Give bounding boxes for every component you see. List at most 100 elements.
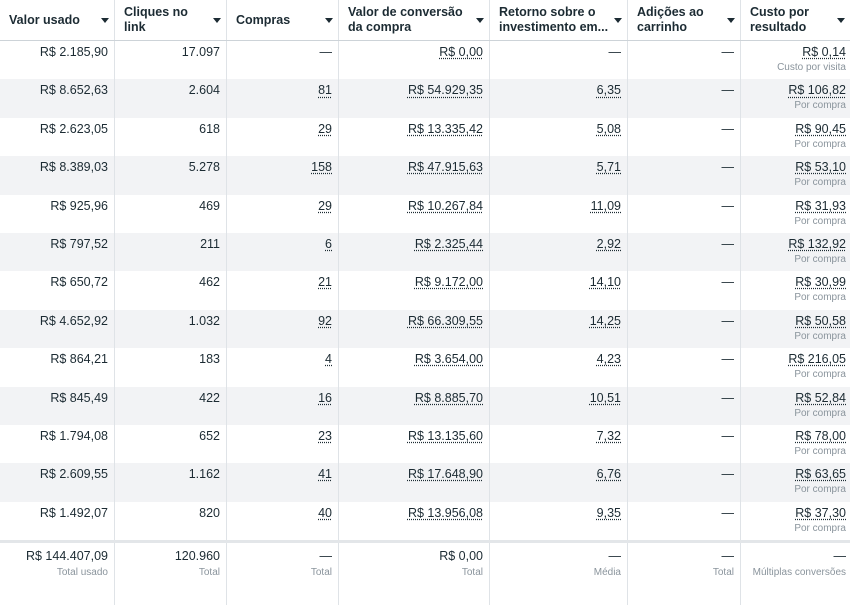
purchases-value[interactable]: 81 bbox=[318, 83, 332, 98]
sort-dropdown-icon[interactable] bbox=[213, 17, 221, 23]
column-header-label: Retorno sobre o investimento em... bbox=[499, 5, 609, 34]
conv-value-value[interactable]: R$ 13.335,42 bbox=[407, 121, 483, 136]
spent-cell: R$ 4.652,92 bbox=[0, 309, 115, 349]
spent-value: R$ 925,96 bbox=[50, 198, 108, 213]
conv-value-value[interactable]: R$ 13.135,60 bbox=[407, 428, 483, 443]
column-header-adicoes-carrinho[interactable]: Adições ao carrinho bbox=[628, 0, 741, 40]
conv-value-value[interactable]: R$ 2.325,44 bbox=[414, 236, 483, 251]
clicks-cell: 183 bbox=[115, 348, 227, 387]
roas-value[interactable]: 6,35 bbox=[596, 83, 621, 98]
total-cart-value: — bbox=[721, 549, 735, 564]
total-cpr-cell: — Múltiplas conversões bbox=[741, 543, 850, 605]
purchases-value[interactable]: 29 bbox=[318, 121, 332, 136]
column-header-custo-por-resultado[interactable]: Custo por resultado bbox=[741, 0, 850, 40]
roas-value[interactable]: 9,35 bbox=[596, 505, 621, 520]
cpr-value[interactable]: R$ 37,30 bbox=[795, 505, 846, 520]
cpr-cell: R$ 37,30 Por compra bbox=[741, 502, 850, 540]
clicks-value: 462 bbox=[199, 275, 220, 290]
roas-value[interactable]: 5,71 bbox=[596, 160, 621, 175]
cpr-value[interactable]: R$ 50,58 bbox=[795, 313, 846, 328]
purchases-value[interactable]: 40 bbox=[318, 505, 332, 520]
purchases-value[interactable]: 29 bbox=[318, 198, 332, 213]
cart-value: — bbox=[721, 428, 735, 443]
purchases-value[interactable]: 92 bbox=[318, 313, 332, 328]
spent-cell: R$ 8.652,63 bbox=[0, 79, 115, 118]
column-header-valor-conversao[interactable]: Valor de conversão da compra bbox=[339, 0, 490, 40]
column-header-compras[interactable]: Compras bbox=[227, 0, 339, 40]
roas-value[interactable]: 4,23 bbox=[596, 352, 621, 367]
purchases-value[interactable]: 16 bbox=[318, 390, 332, 405]
purchases-value[interactable]: 23 bbox=[318, 428, 332, 443]
conv-value-value[interactable]: R$ 13.956,08 bbox=[407, 505, 483, 520]
conv-value-value[interactable]: R$ 17.648,90 bbox=[407, 467, 483, 482]
clicks-value: 2.604 bbox=[188, 83, 220, 98]
roas-value[interactable]: 7,32 bbox=[596, 428, 621, 443]
sort-dropdown-icon[interactable] bbox=[837, 17, 845, 23]
sort-dropdown-icon[interactable] bbox=[325, 17, 333, 23]
cpr-value[interactable]: R$ 53,10 bbox=[795, 160, 846, 175]
conv-value-value[interactable]: R$ 8.885,70 bbox=[414, 390, 483, 405]
cart-value: — bbox=[721, 505, 735, 520]
cart-value: — bbox=[721, 467, 735, 482]
cpr-value[interactable]: R$ 106,82 bbox=[788, 83, 846, 98]
cart-value: — bbox=[721, 236, 735, 251]
sort-dropdown-icon[interactable] bbox=[727, 17, 735, 23]
cpr-caption: Custo por visita bbox=[777, 62, 846, 73]
roas-value[interactable]: 14,25 bbox=[589, 313, 621, 328]
roas-value[interactable]: 11,09 bbox=[590, 198, 621, 213]
roas-value[interactable]: 2,92 bbox=[596, 236, 621, 251]
clicks-cell: 469 bbox=[115, 194, 227, 233]
table-body: R$ 2.185,90 17.097 — R$ 0,00 — — R$ 0,14 Custo … bbox=[0, 41, 850, 541]
roas-value[interactable]: 14,10 bbox=[589, 275, 621, 290]
table-row: R$ 845,49 422 16 R$ 8.885,70 10,51 — R$ 52,84 P… bbox=[0, 386, 850, 425]
table-row: R$ 2.185,90 17.097 — R$ 0,00 — — R$ 0,14 Custo … bbox=[0, 41, 850, 80]
purchases-cell: 158 bbox=[227, 156, 339, 195]
column-header-cliques-no-link[interactable]: Cliques no link bbox=[115, 0, 227, 40]
column-header-valor-usado[interactable]: Valor usado bbox=[0, 0, 115, 40]
conv-value-value[interactable]: R$ 3.654,00 bbox=[414, 352, 483, 367]
total-purchases-cell: — Total bbox=[227, 543, 339, 605]
purchases-value[interactable]: 6 bbox=[325, 236, 332, 251]
conv-value-value[interactable]: R$ 47.915,63 bbox=[407, 160, 483, 175]
purchases-value[interactable]: 41 bbox=[318, 467, 332, 482]
table-row: R$ 650,72 462 21 R$ 9.172,00 14,10 — R$ 30,99 P… bbox=[0, 271, 850, 310]
cpr-value[interactable]: R$ 63,65 bbox=[795, 467, 846, 482]
cpr-value[interactable]: R$ 78,00 bbox=[795, 428, 846, 443]
cpr-cell: R$ 78,00 Por compra bbox=[741, 425, 850, 463]
purchases-value[interactable]: 4 bbox=[325, 352, 332, 367]
conv-value-value[interactable]: R$ 0,00 bbox=[439, 45, 483, 59]
cpr-value[interactable]: R$ 0,14 bbox=[802, 45, 846, 59]
spent-value: R$ 845,49 bbox=[50, 390, 108, 405]
sort-dropdown-icon[interactable] bbox=[476, 17, 484, 23]
roas-cell: 11,09 bbox=[490, 194, 628, 233]
cpr-value[interactable]: R$ 216,05 bbox=[788, 352, 846, 367]
roas-value[interactable]: 10,51 bbox=[589, 390, 621, 405]
purchases-value[interactable]: 158 bbox=[311, 160, 332, 175]
cart-value: — bbox=[721, 160, 735, 175]
roas-value[interactable]: 5,08 bbox=[596, 121, 621, 136]
conv-value-cell: R$ 13.335,42 bbox=[339, 117, 490, 157]
clicks-value: 422 bbox=[199, 390, 220, 405]
cpr-value[interactable]: R$ 132,92 bbox=[788, 236, 846, 251]
purchases-value[interactable]: 21 bbox=[318, 275, 332, 290]
sort-dropdown-icon[interactable] bbox=[614, 17, 622, 23]
conv-value-value[interactable]: R$ 66.309,55 bbox=[407, 313, 483, 328]
column-header-retorno-investimento[interactable]: Retorno sobre o investimento em... bbox=[490, 0, 628, 40]
clicks-cell: 462 bbox=[115, 271, 227, 310]
conv-value-value[interactable]: R$ 10.267,84 bbox=[407, 198, 483, 213]
sort-dropdown-icon[interactable] bbox=[101, 17, 109, 23]
column-header-label: Compras bbox=[236, 12, 291, 27]
cpr-value[interactable]: R$ 52,84 bbox=[795, 390, 846, 405]
table-row: R$ 2.609,55 1.162 41 R$ 17.648,90 6,76 — R$ 63… bbox=[0, 463, 850, 502]
clicks-cell: 1.162 bbox=[115, 463, 227, 502]
cpr-caption: Por compra bbox=[794, 177, 846, 189]
conv-value-value[interactable]: R$ 9.172,00 bbox=[414, 275, 483, 290]
cpr-value[interactable]: R$ 90,45 bbox=[795, 121, 846, 136]
roas-value[interactable]: 6,76 bbox=[596, 467, 621, 482]
cpr-value[interactable]: R$ 31,93 bbox=[795, 198, 846, 213]
conv-value-cell: R$ 8.885,70 bbox=[339, 386, 490, 425]
conv-value-value[interactable]: R$ 54.929,35 bbox=[407, 83, 483, 98]
cpr-value[interactable]: R$ 30,99 bbox=[795, 275, 846, 290]
clicks-cell: 2.604 bbox=[115, 79, 227, 118]
